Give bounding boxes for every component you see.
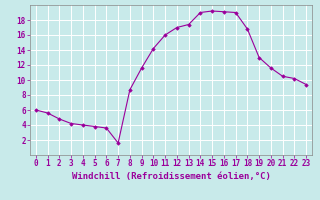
X-axis label: Windchill (Refroidissement éolien,°C): Windchill (Refroidissement éolien,°C) bbox=[72, 172, 270, 181]
